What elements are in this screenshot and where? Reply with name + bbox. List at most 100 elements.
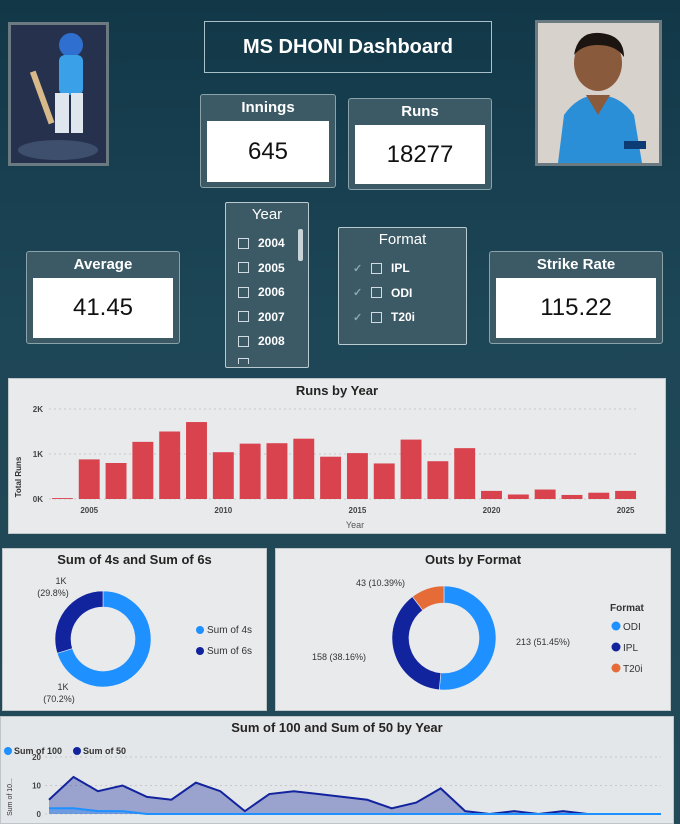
fours-sixes-panel: Sum of 4s and Sum of 6s 1K (29.8%) 1K (7… [2,548,267,711]
hundreds-fifties-title: Sum of 100 and Sum of 50 by Year [231,720,443,735]
checkbox-icon[interactable] [238,237,249,249]
data-label-ipl: 158 (38.16%) [312,652,366,662]
y-tick-label: 0K [33,495,43,504]
data-label-sixes-pct: (29.8%) [37,588,69,598]
format-option-t20i[interactable]: ✓ T20i [353,310,416,325]
bar[interactable] [320,456,342,499]
checkbox-icon[interactable] [371,311,382,323]
runs-by-year-title: Runs by Year [295,383,379,398]
year-option-2007[interactable]: 2007 [238,305,285,330]
format-option-odi[interactable]: ✓ ODI [353,285,413,300]
innings-value: 645 [207,121,329,182]
runs-value: 18277 [355,125,485,184]
bar[interactable] [132,441,154,499]
year-option-2006[interactable]: 2006 [238,280,285,305]
bar[interactable] [266,443,288,499]
bar[interactable] [212,452,234,499]
checkmark-icon: ✓ [353,262,363,275]
legend-fours-label: Sum of 4s [207,625,252,636]
average-label: Average [73,256,133,273]
format-slicer-title: Format [378,231,427,248]
outs-by-format-title: Outs by Format [424,552,522,567]
strike-rate-card: Strike Rate 115.22 [489,251,663,344]
year-slicer-scrollbar[interactable] [298,229,303,261]
donut-slice-odi[interactable] [438,585,497,691]
strike-rate-label: Strike Rate [536,256,616,273]
legend-fifties-label: Sum of 50 [83,746,126,756]
checkmark-icon: ✓ [353,287,363,300]
checkbox-icon[interactable] [238,311,249,323]
y-tick-label: 20 [32,753,41,762]
year-option-2005[interactable]: 2005 [238,256,285,281]
bar[interactable] [615,490,637,499]
x-tick-label: 2015 [349,506,367,515]
y-tick-label: 10 [32,782,41,791]
donut-slice-sum-of-6s[interactable] [54,590,104,654]
area-sum-of-50 [49,776,661,814]
hundreds-fifties-panel: Sum of 100 and Sum of 50 by Year Sum of … [0,716,674,824]
bar[interactable] [51,498,73,499]
donut-slice-ipl[interactable] [391,596,442,691]
fours-sixes-title: Sum of 4s and Sum of 6s [57,552,212,567]
donut-slice-t20i[interactable] [412,585,445,611]
checkbox-icon[interactable] [238,335,249,347]
year-option-2008[interactable]: 2008 [238,329,285,354]
checkmark-icon: ✓ [353,311,363,324]
legend-fifties-marker [73,747,81,755]
innings-card: Innings 645 [200,94,336,188]
year-option-2004[interactable]: 2004 [238,231,285,256]
bar[interactable] [293,438,315,499]
format-slicer: Format ✓ IPL ✓ ODI ✓ T20i [338,227,467,345]
legend-ipl-marker [611,642,621,652]
line-sum-of-100[interactable] [49,807,661,815]
bar[interactable] [159,431,181,500]
line-sum-of-50[interactable] [48,775,661,816]
runs-by-year-panel: Runs by Year Total Runs Year 0K 1K 2K 2005 2… [8,378,666,534]
legend-odi-label: ODI [623,622,641,633]
hundreds-fifties-chart: Sum of 100 Sum of 50 Sum of 10... 0 10 20 [4,746,661,819]
strike-rate-value: 115.22 [496,278,656,338]
legend-odi-marker [611,621,621,631]
bar[interactable] [346,453,368,499]
innings-label: Innings [241,99,295,116]
bar[interactable] [105,463,127,499]
format-option-ipl[interactable]: ✓ IPL [353,261,410,276]
bar[interactable] [400,439,422,499]
bar[interactable] [186,422,207,499]
bar[interactable] [507,494,529,500]
donut-slice-sum-of-4s[interactable] [56,590,152,688]
area-sum-of-100 [49,808,661,814]
runs-label: Runs [401,103,439,120]
bar[interactable] [561,494,583,499]
data-label-fours-pct: (70.2%) [43,694,75,704]
checkbox-icon[interactable] [238,262,249,274]
year-slicer-title: Year [251,206,283,223]
y-axis-label: Total Runs [14,456,23,497]
x-tick-label: 2010 [214,506,232,515]
checkbox-icon[interactable] [371,287,382,299]
year-option-partial [238,358,249,364]
bar[interactable] [239,443,261,499]
data-label-odi: 213 (51.45%) [516,637,570,647]
bar[interactable] [427,461,449,499]
y-tick-label: 1K [33,450,43,459]
fours-sixes-donut: 1K (29.8%) 1K (70.2%) Sum of 4s Sum of 6… [37,576,252,704]
outs-by-format-panel: Outs by Format 43 (10.39%) 213 (51.45%) … [275,548,671,711]
dashboard-title: MS DHONI Dashboard [204,21,492,73]
bar[interactable] [481,490,502,499]
bar[interactable] [373,463,395,499]
dhoni-portrait-figure [538,23,659,163]
data-label-t20i: 43 (10.39%) [356,578,405,588]
legend-t20i-label: T20i [623,664,642,675]
x-tick-label: 2025 [617,506,635,515]
outs-by-format-donut: 43 (10.39%) 213 (51.45%) 158 (38.16%) Fo… [312,578,645,691]
bar[interactable] [588,492,610,499]
bar[interactable] [454,448,476,499]
checkbox-icon[interactable] [371,262,382,274]
x-tick-label: 2020 [483,506,501,515]
bar[interactable] [78,459,100,499]
runs-card: Runs 18277 [348,98,492,190]
checkbox-icon[interactable] [238,286,249,298]
y-tick-label: 2K [33,405,43,414]
bar[interactable] [534,489,556,499]
